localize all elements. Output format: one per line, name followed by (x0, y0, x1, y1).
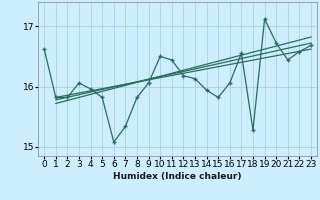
X-axis label: Humidex (Indice chaleur): Humidex (Indice chaleur) (113, 172, 242, 181)
